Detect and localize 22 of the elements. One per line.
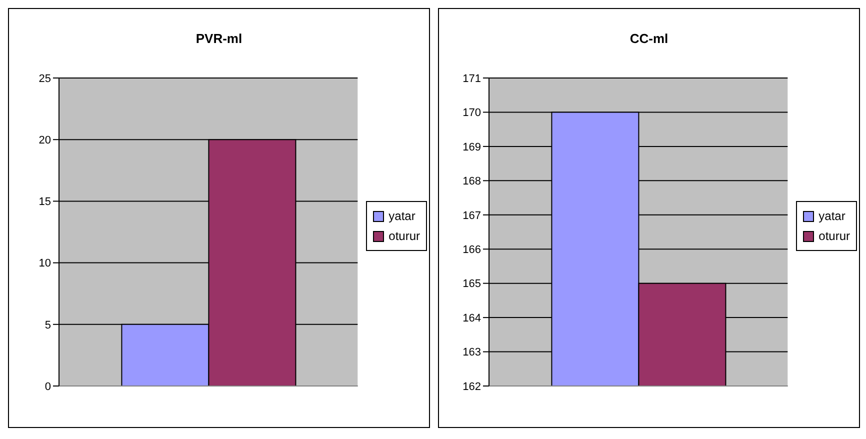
legend-label: yatar [388,208,416,225]
y-tick-label: 5 [44,319,51,332]
chart-title: PVR-ml [194,31,244,46]
y-tick-label: 162 [462,380,481,393]
y-tick-label: 171 [462,72,481,85]
y-tick-label: 10 [38,258,51,270]
y-tick-label: 163 [462,346,481,359]
y-tick-label: 15 [38,196,51,208]
y-tick-label: 164 [462,312,481,324]
y-tick-label: 167 [462,210,481,222]
y-tick-label: 168 [462,176,481,188]
y-tick-label: 25 [38,72,51,85]
legend-label: yatar [818,208,846,225]
y-tick-label: 20 [38,134,51,147]
y-tick-label: 166 [462,244,481,256]
y-tick-label: 165 [462,278,481,290]
legend-label: oturur [388,228,420,245]
chart-title: CC-ml [628,31,670,46]
y-tick-label: 170 [462,107,481,120]
y-tick-label: 169 [462,141,481,154]
legend-label: oturur [818,228,850,245]
y-tick-label: 0 [44,380,51,393]
